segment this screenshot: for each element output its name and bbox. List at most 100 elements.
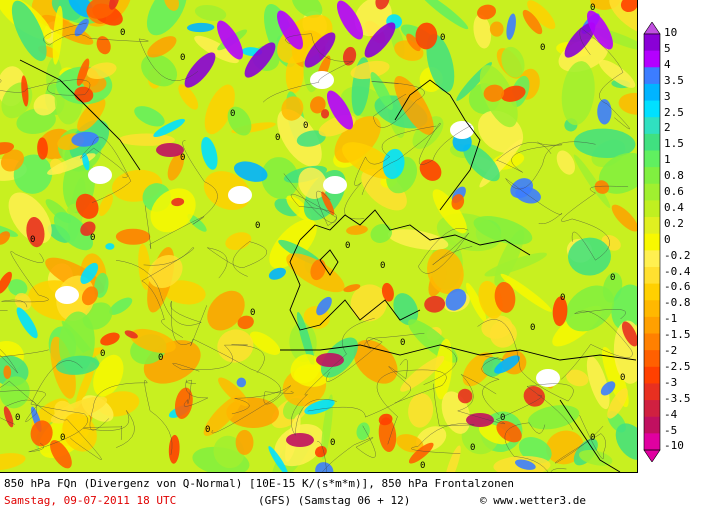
contour-line (0, 380, 102, 460)
field-patch (138, 243, 151, 290)
field-patch (444, 445, 461, 472)
contour-line (418, 227, 473, 274)
contour-line (80, 136, 132, 203)
contour-line (411, 383, 475, 454)
contour-line (344, 125, 437, 220)
field-patch-strong (0, 142, 15, 156)
field-patch-strong (82, 152, 90, 171)
field-patch (53, 212, 94, 251)
legend-label: 0.4 (664, 200, 684, 214)
contour-value-label: 0 (60, 433, 65, 443)
field-patch (566, 369, 589, 387)
contour-value-label: 0 (590, 3, 595, 13)
field-max-patch (304, 32, 336, 68)
contour-line (290, 317, 375, 437)
legend-swatch (644, 400, 660, 418)
contour-line (43, 22, 199, 81)
field-patch (217, 329, 254, 363)
field-patch-strong (496, 420, 522, 443)
field-patch (611, 284, 637, 331)
contour-line (561, 185, 629, 261)
field-patch-strong (620, 0, 637, 13)
field-patch (109, 297, 133, 315)
field-patch-strong (75, 193, 99, 219)
legend-swatch (644, 150, 660, 168)
legend-min-arrow (643, 449, 661, 463)
contour-line (505, 141, 596, 225)
field-patch (342, 142, 397, 179)
field-patch (134, 106, 165, 127)
field-patch (290, 354, 320, 384)
field-patch (393, 293, 419, 326)
field-patch (296, 130, 326, 147)
field-patch (607, 388, 628, 419)
field-patch (573, 128, 636, 158)
contour-line (579, 27, 630, 130)
field-patch-strong (310, 259, 326, 281)
legend-swatch (644, 316, 660, 335)
field-patch (0, 453, 26, 471)
field-patch-strong (406, 33, 421, 52)
field-patch-strong (343, 284, 361, 293)
contour-line (183, 379, 209, 407)
field-patch-strong (320, 109, 330, 119)
legend-label: -0.2 (664, 248, 691, 262)
field-patch-strong (153, 118, 186, 138)
field-patch (394, 75, 434, 135)
field-patch-strong (268, 446, 289, 472)
field-patch-strong (378, 413, 393, 426)
field-patch-strong (621, 321, 637, 347)
field-patch-strong (71, 131, 99, 147)
legend-label: -1 (664, 312, 678, 326)
legend-label: -3 (664, 375, 678, 389)
contour-value-label: 0 (420, 461, 425, 471)
field-patch (150, 188, 196, 233)
field-patch-strong (522, 9, 543, 35)
field-patch (465, 282, 487, 322)
field-patch (473, 14, 492, 49)
field-patch-strong (321, 191, 335, 216)
contour-value-label: 0 (230, 109, 235, 119)
field-patch (598, 152, 637, 194)
field-patch-strong (201, 137, 218, 170)
field-patch-strong (100, 332, 120, 346)
contour-line (283, 173, 338, 226)
legend-swatch (644, 67, 660, 85)
contour-value-label: 0 (90, 233, 95, 243)
field-patch-strong (600, 381, 616, 396)
field-max-patch (184, 52, 216, 88)
field-max-patch (564, 22, 596, 58)
field-patch (218, 377, 249, 407)
field-patch-strong (523, 386, 545, 407)
copyright-link[interactable]: © www.wetter3.de (480, 494, 586, 507)
field-patch-strong (378, 417, 397, 453)
legend-swatch (644, 200, 660, 218)
field-patch (0, 149, 24, 172)
contour-line (376, 369, 447, 445)
field-max-patch (364, 22, 396, 58)
legend-swatch (644, 100, 660, 118)
legend-max-arrow (643, 21, 661, 35)
field-max-patch (587, 10, 613, 50)
weather-map: 0 0 0 0 0 0 0 0 0 0 0 0 0 0 0 0 0 0 0 0 0 0 0 0 0 0 0 0 0 0 (0, 0, 638, 473)
legend-swatch (644, 233, 660, 251)
field-patch (573, 154, 611, 209)
contour-value-label: 0 (15, 413, 20, 423)
field-patch (249, 331, 281, 355)
field-max-patch (327, 90, 353, 130)
contour-line (89, 379, 173, 455)
field-patch (8, 279, 28, 296)
contour-value-label: 0 (180, 153, 185, 163)
legend-label: -10 (664, 439, 684, 453)
field-patch (350, 284, 388, 322)
contour-value-label: 0 (530, 323, 535, 333)
field-patch-strong (168, 434, 180, 464)
field-patch (281, 96, 304, 121)
field-patch-strong (86, 0, 116, 19)
contour-value-label: 0 (470, 443, 475, 453)
field-patch-strong (171, 197, 185, 207)
field-patch (235, 429, 254, 455)
contour-line (83, 410, 135, 448)
field-patch-strong (483, 84, 505, 102)
contour-line (262, 33, 354, 103)
